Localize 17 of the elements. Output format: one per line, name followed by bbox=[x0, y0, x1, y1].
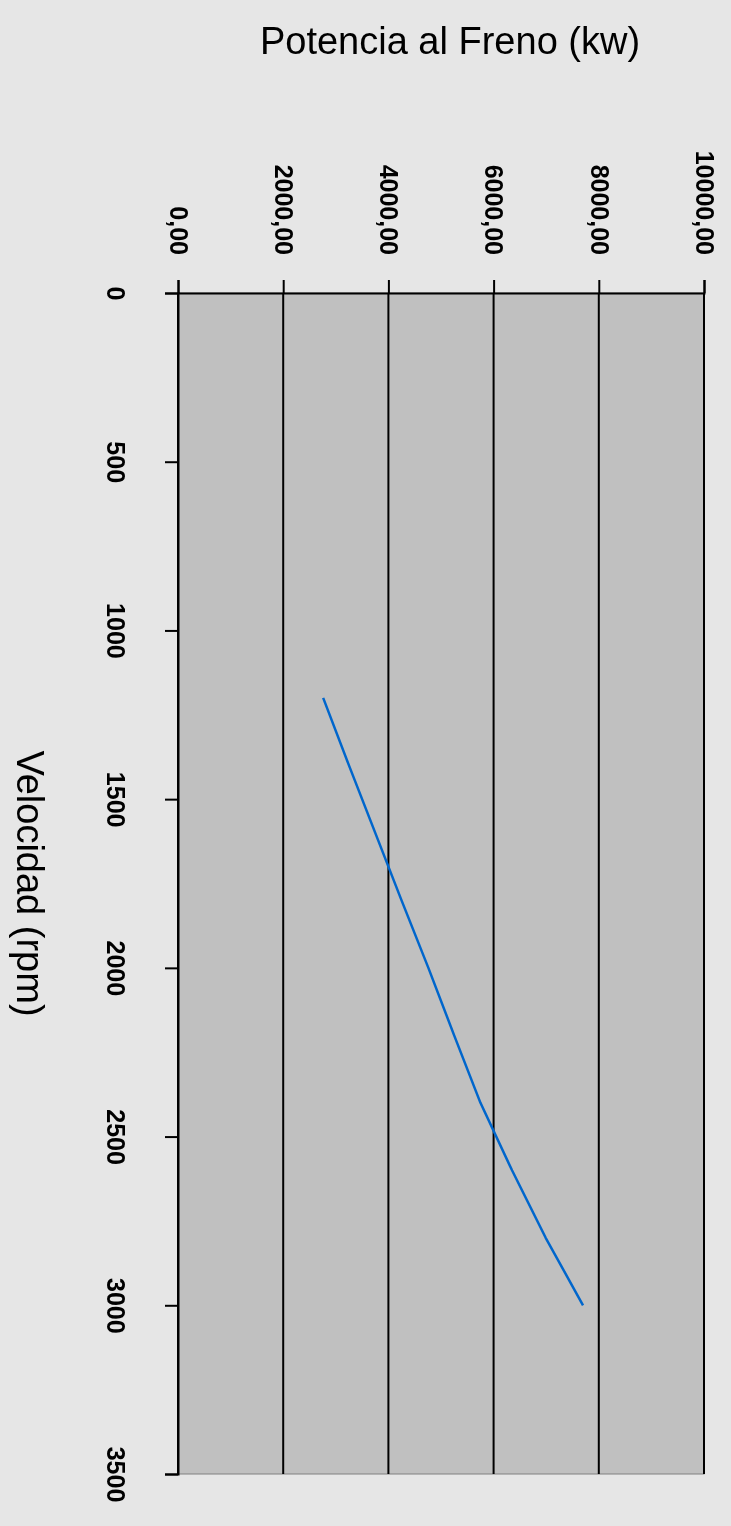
x-tick-label: 4000,00 bbox=[375, 164, 404, 255]
y-tick-label: 3000 bbox=[102, 1277, 131, 1334]
y-tick-label: 3500 bbox=[102, 1446, 131, 1503]
x-tick-label: 2000,00 bbox=[269, 164, 298, 255]
y-tick-label: 2000 bbox=[102, 940, 131, 997]
x-tick-label: 10000,00 bbox=[690, 150, 719, 255]
y-tick-label: 2500 bbox=[102, 1109, 131, 1165]
y-tick-label: 0 bbox=[102, 286, 131, 301]
x-axis-title: Potencia al Freno (kw) bbox=[259, 20, 641, 62]
y-axis-title: Velocidad (rpm) bbox=[8, 750, 51, 1017]
line-series bbox=[321, 696, 585, 1307]
y-tick-label: 500 bbox=[102, 441, 131, 484]
x-tick-label: 8000,00 bbox=[585, 164, 614, 255]
x-tick-label: 0,00 bbox=[164, 206, 193, 255]
y-tick-label: 1500 bbox=[102, 771, 131, 828]
y-tick-label: 1000 bbox=[102, 603, 131, 659]
x-tick-label: 6000,00 bbox=[480, 164, 509, 255]
